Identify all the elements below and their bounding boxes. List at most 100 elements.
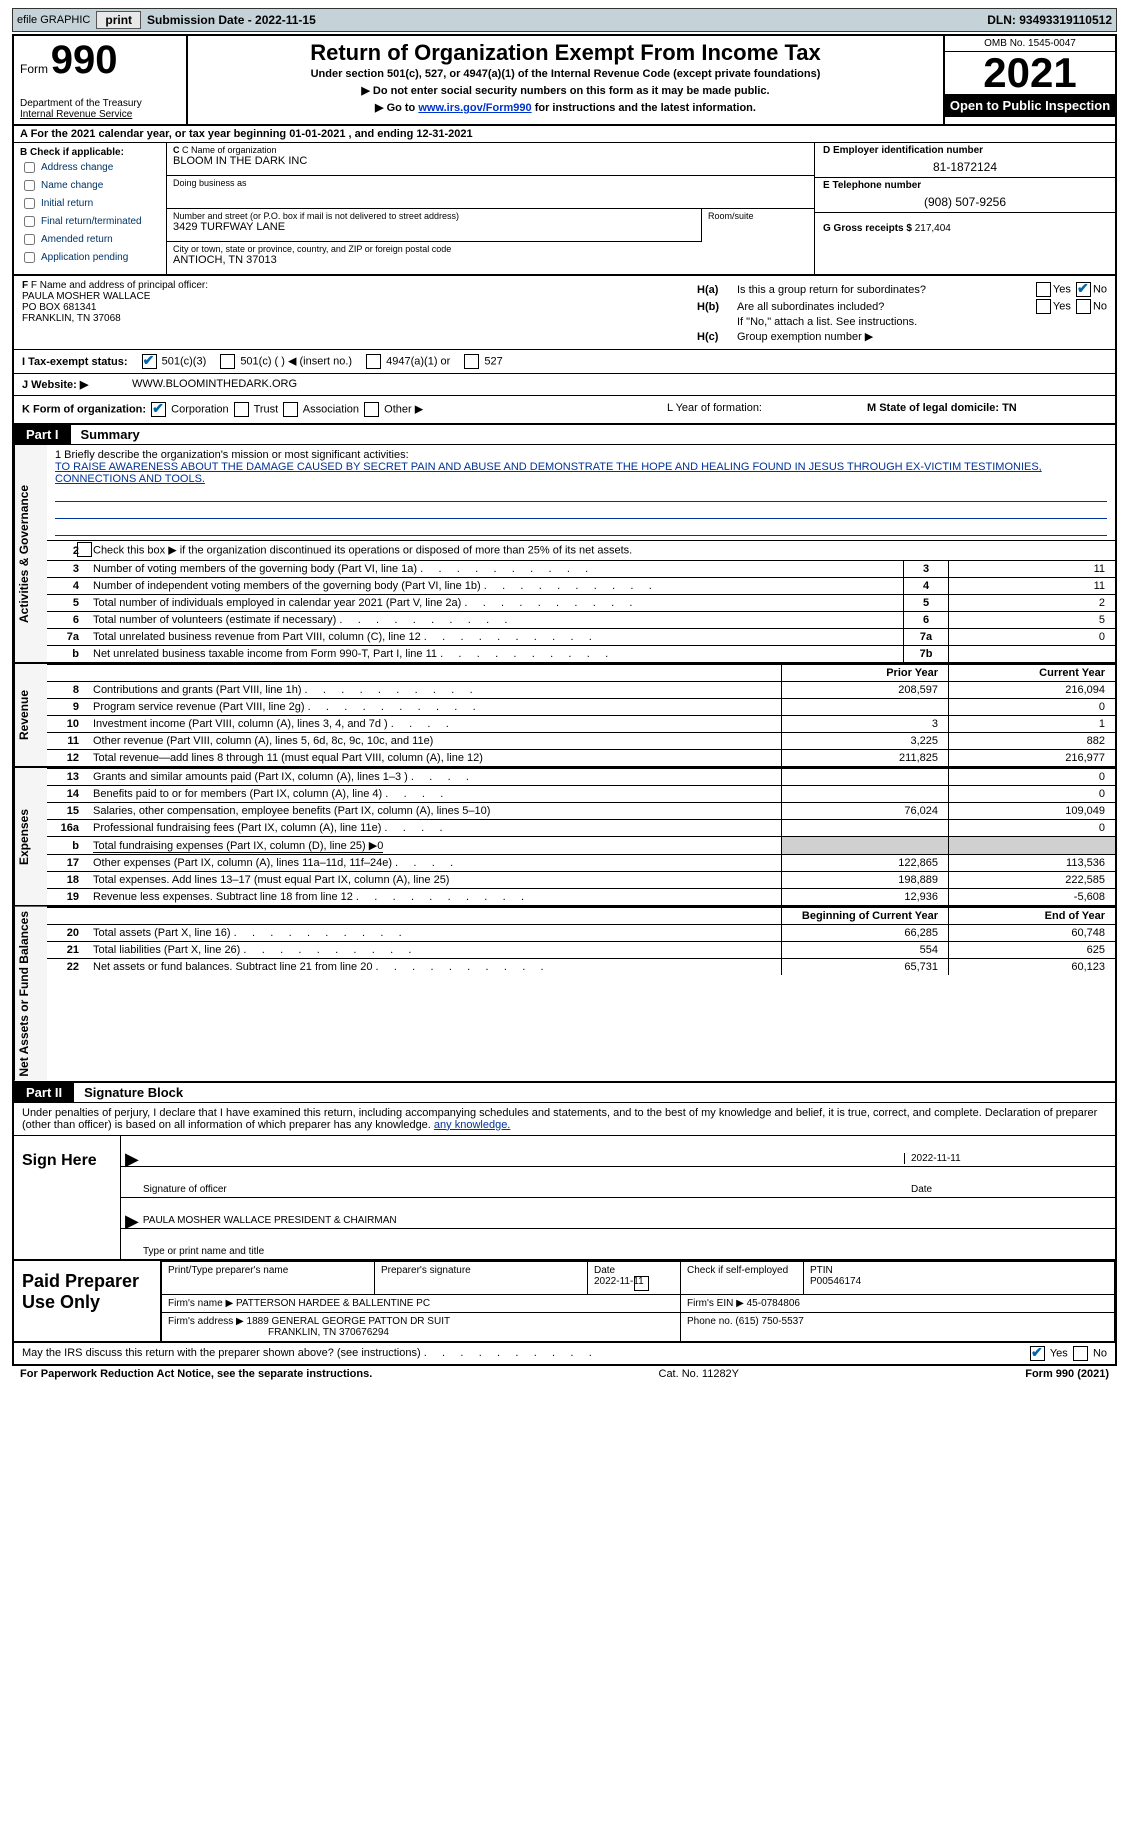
expenses-table: 13Grants and similar amounts paid (Part … [47, 768, 1115, 905]
table-row: 7aTotal unrelated business revenue from … [47, 629, 1115, 646]
ssn-note: ▶ Do not enter social security numbers o… [196, 84, 935, 97]
cb-name-change[interactable]: Name change [20, 177, 160, 194]
table-row: 18Total expenses. Add lines 13–17 (must … [47, 872, 1115, 889]
cb-501c3[interactable] [142, 354, 157, 369]
top-toolbar: efile GRAPHIC print Submission Date - 20… [12, 8, 1117, 32]
print-button[interactable]: print [96, 11, 141, 29]
submission-date: Submission Date - 2022-11-15 [147, 13, 316, 27]
arrow-icon: ▶ [125, 1217, 139, 1226]
ha-yes-checkbox[interactable] [1036, 282, 1051, 297]
revenue-table: Prior YearCurrent Year 8Contributions an… [47, 664, 1115, 766]
vtab-net-assets: Net Assets or Fund Balances [14, 907, 47, 1081]
irs-link[interactable]: www.irs.gov/Form990 [418, 102, 531, 114]
vtab-revenue: Revenue [14, 664, 47, 766]
open-inspection: Open to Public Inspection [945, 94, 1115, 117]
hb-yes-checkbox[interactable] [1036, 299, 1051, 314]
hc-label: H(c) [697, 331, 737, 343]
summary-expenses: Expenses 13Grants and similar amounts pa… [12, 768, 1117, 907]
table-row: 15Salaries, other compensation, employee… [47, 803, 1115, 820]
officer-group-block: F F Name and address of principal office… [12, 276, 1117, 350]
cb-corporation[interactable] [151, 402, 166, 417]
table-row: 10Investment income (Part VIII, column (… [47, 716, 1115, 733]
gross-receipts-label: G Gross receipts $ [823, 223, 912, 234]
date-label: Date [911, 1184, 1111, 1195]
table-row: Prior YearCurrent Year [47, 665, 1115, 682]
discuss-no-checkbox[interactable] [1073, 1346, 1088, 1361]
prep-name-label: Print/Type preparer's name [162, 1261, 375, 1294]
mission-label: 1 Briefly describe the organization's mi… [55, 449, 1107, 461]
sign-here-block: Sign Here ▶ 2022-11-11 Signature of offi… [12, 1136, 1117, 1261]
mission-blank-1 [55, 487, 1107, 502]
hb-no-checkbox[interactable] [1076, 299, 1091, 314]
irs-discuss-q: May the IRS discuss this return with the… [22, 1347, 592, 1359]
website-label: J Website: ▶ [22, 378, 132, 391]
cb-initial-return[interactable]: Initial return [20, 195, 160, 212]
efile-label: efile GRAPHIC [17, 14, 90, 26]
cb-self-employed[interactable] [634, 1276, 649, 1291]
summary-net-assets: Net Assets or Fund Balances Beginning of… [12, 907, 1117, 1083]
cb-address-change[interactable]: Address change [20, 159, 160, 176]
org-name-label: C C Name of organization [173, 145, 808, 155]
hb-label: H(b) [697, 301, 737, 313]
table-row: 20Total assets (Part X, line 16)66,28560… [47, 925, 1115, 942]
ha-text: Is this a group return for subordinates? [737, 284, 997, 296]
city-label: City or town, state or province, country… [173, 244, 808, 254]
cb-trust[interactable] [234, 402, 249, 417]
form-subtitle: Under section 501(c), 527, or 4947(a)(1)… [196, 68, 935, 80]
form-label: Form [20, 62, 48, 76]
cb-4947[interactable] [366, 354, 381, 369]
city-state-zip: ANTIOCH, TN 37013 [173, 254, 808, 266]
street-label: Number and street (or P.O. box if mail i… [173, 211, 695, 221]
org-name: BLOOM IN THE DARK INC [173, 155, 808, 167]
cb-other[interactable] [364, 402, 379, 417]
tax-year: 2021 [945, 52, 1115, 94]
tax-exempt-label: I Tax-exempt status: [22, 356, 128, 368]
table-row: 14Benefits paid to or for members (Part … [47, 786, 1115, 803]
form-number: 990 [51, 38, 118, 82]
check-applicable-label: B Check if applicable: [20, 147, 160, 158]
phone-value: (908) 507-9256 [823, 191, 1107, 209]
table-row: 9Program service revenue (Part VIII, lin… [47, 699, 1115, 716]
state-domicile: M State of legal domicile: TN [867, 402, 1107, 417]
vtab-governance: Activities & Governance [14, 445, 47, 662]
goto-note: ▶ Go to www.irs.gov/Form990 for instruct… [196, 101, 935, 114]
org-info-block: B Check if applicable: Address change Na… [12, 143, 1117, 276]
ein-label: D Employer identification number [823, 145, 1107, 156]
table-row: 5Total number of individuals employed in… [47, 595, 1115, 612]
cb-527[interactable] [464, 354, 479, 369]
form-ref: Form 990 (2021) [1025, 1368, 1109, 1380]
table-row: 13Grants and similar amounts paid (Part … [47, 769, 1115, 786]
cb-discontinued[interactable] [77, 542, 92, 557]
page-footer: For Paperwork Reduction Act Notice, see … [12, 1366, 1117, 1382]
officer-label: F F Name and address of principal office… [22, 280, 681, 291]
form-header: Form 990 Department of the Treasury Inte… [12, 34, 1117, 126]
ha-no-checkbox[interactable] [1076, 282, 1091, 297]
hb-note: If "No," attach a list. See instructions… [737, 316, 1107, 328]
part2-label: Part II [14, 1083, 74, 1102]
vtab-expenses: Expenses [14, 768, 47, 905]
part2-bar: Part II Signature Block [12, 1083, 1117, 1103]
sign-here-label: Sign Here [14, 1136, 121, 1259]
ha-label: H(a) [697, 284, 737, 296]
cb-association[interactable] [283, 402, 298, 417]
table-row: bTotal fundraising expenses (Part IX, co… [47, 837, 1115, 855]
hc-text: Group exemption number ▶ [737, 330, 1107, 343]
table-row: 11Other revenue (Part VIII, column (A), … [47, 733, 1115, 750]
gross-receipts-value: 217,404 [915, 223, 951, 234]
discuss-yes-checkbox[interactable] [1030, 1346, 1045, 1361]
cb-501c[interactable] [220, 354, 235, 369]
cat-no: Cat. No. 11282Y [659, 1368, 740, 1380]
street-address: 3429 TURFWAY LANE [173, 221, 695, 233]
declaration-text: Under penalties of perjury, I declare th… [12, 1103, 1117, 1136]
form-title: Return of Organization Exempt From Incom… [196, 40, 935, 66]
table-row: 2Check this box ▶ if the organization di… [47, 541, 1115, 561]
form-org-row: K Form of organization: Corporation Trus… [12, 396, 1117, 425]
part1-bar: Part I Summary [12, 425, 1117, 445]
hb-text: Are all subordinates included? [737, 301, 997, 313]
cb-amended-return[interactable]: Amended return [20, 231, 160, 248]
cb-final-return[interactable]: Final return/terminated [20, 213, 160, 230]
room-suite-label: Room/suite [702, 209, 814, 242]
officer-addr2: FRANKLIN, TN 37068 [22, 313, 681, 324]
mission-blank-2 [55, 504, 1107, 519]
cb-application-pending[interactable]: Application pending [20, 249, 160, 266]
